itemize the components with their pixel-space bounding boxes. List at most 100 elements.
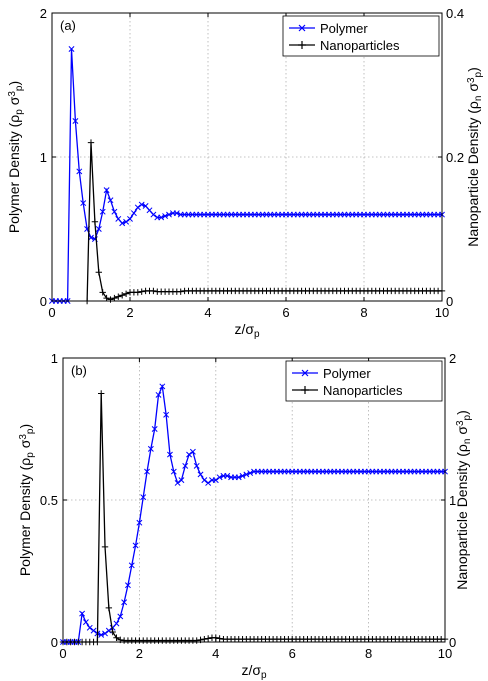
data-point: [201, 635, 208, 643]
data-point: [105, 604, 113, 612]
legend-marker: [298, 24, 306, 32]
legend-marker: [298, 41, 306, 49]
panel-label: (a): [60, 18, 76, 33]
data-point: [189, 448, 196, 455]
data-point: [134, 289, 141, 296]
label-subscript: n: [462, 439, 473, 445]
label-text: Nanoparticle Density (ρ: [465, 101, 481, 247]
label-subscript: p: [14, 85, 25, 91]
label-text: σ: [454, 426, 470, 439]
data-point: [177, 288, 184, 295]
data-point: [127, 215, 133, 222]
data-point: [123, 218, 130, 225]
x-tick-label: 0: [59, 646, 66, 661]
data-point: [162, 213, 169, 219]
data-point: [151, 426, 158, 432]
legend-box: [282, 15, 440, 57]
y-axis-label-right: Nanoparticle Density (ρn σ3p): [454, 410, 473, 590]
plot-area: [63, 358, 445, 642]
label-superscript: 3: [18, 434, 29, 440]
y-tick-label-right: 0: [446, 294, 453, 309]
data-point: [102, 630, 108, 637]
data-point: [201, 477, 208, 484]
x-tick-label: 2: [126, 305, 133, 320]
x-tick-label: 2: [136, 646, 143, 661]
data-point: [103, 187, 110, 194]
data-point: [124, 582, 131, 589]
y-axis-label-left: Polymer Density (ρp σ3p): [17, 424, 36, 576]
data-point: [224, 472, 231, 479]
data-point: [167, 451, 173, 458]
label-superscript: 3: [7, 91, 18, 97]
series-nanoparticles: [59, 390, 449, 646]
data-point: [98, 390, 105, 397]
data-point: [140, 494, 147, 501]
data-point: [119, 292, 126, 299]
legend-marker: [301, 386, 309, 394]
label-subscript: p: [462, 414, 473, 420]
label-superscript: 3: [455, 420, 466, 426]
legend: Polymer Nanoparticles: [282, 15, 440, 57]
data-point: [128, 562, 135, 569]
x-tick-label: 6: [282, 305, 289, 320]
legend-box: [285, 360, 443, 402]
data-point: [144, 468, 150, 475]
label-subscript: n: [473, 96, 484, 102]
data-point: [138, 288, 145, 295]
data-point: [163, 411, 170, 418]
data-point: [122, 290, 130, 297]
data-point: [86, 624, 93, 631]
label-text: Nanoparticle Density (ρ: [454, 444, 470, 590]
data-point: [95, 226, 102, 232]
y-tick-label-left: 0.5: [40, 493, 58, 508]
data-point: [109, 628, 116, 636]
data-point: [76, 168, 83, 175]
legend-marker: [301, 369, 309, 377]
data-point: [99, 289, 106, 296]
x-tick-label: 10: [435, 305, 449, 320]
y-tick-label-left: 2: [40, 6, 47, 21]
data-point: [178, 477, 185, 484]
data-point: [107, 197, 114, 204]
label-text: ): [6, 81, 22, 86]
x-axis-label: z/σp: [234, 321, 260, 340]
data-point: [113, 634, 120, 641]
x-tick-label: 0: [48, 305, 55, 320]
x-tick-label: 10: [438, 646, 452, 661]
y-tick-label-right: 1: [449, 493, 456, 508]
label-text: Polymer Density (ρ: [17, 458, 33, 576]
data-point: [170, 468, 177, 475]
x-tick-label: 8: [365, 646, 372, 661]
data-point: [80, 200, 87, 207]
y-tick-label-left: 0: [40, 294, 47, 309]
label-subscript: p: [25, 428, 36, 434]
data-point: [150, 287, 157, 295]
data-point: [235, 474, 242, 481]
label-text: ): [454, 410, 470, 415]
y-tick-label-left: 1: [40, 150, 47, 165]
label-text: ): [17, 424, 33, 429]
label-superscript: 3: [466, 77, 477, 83]
series-polymer: [49, 46, 445, 304]
data-point: [72, 118, 79, 124]
legend-item-nanoparticles: Nanoparticles: [289, 38, 400, 53]
data-point: [113, 620, 120, 627]
x-tick-label: 4: [204, 305, 211, 320]
data-point: [107, 296, 114, 303]
panel-label: (b): [71, 363, 87, 378]
data-point: [216, 635, 223, 642]
data-point: [147, 445, 154, 452]
data-point: [138, 201, 145, 208]
data-point: [111, 208, 118, 215]
data-point: [103, 294, 110, 302]
data-point: [91, 218, 99, 225]
y-axis-label-left: Polymer Density (ρp σ3p): [6, 81, 25, 233]
data-point: [115, 293, 122, 300]
data-point: [117, 613, 124, 620]
label-subscript: p: [473, 71, 484, 77]
data-point: [243, 471, 250, 478]
label-text: ): [465, 67, 481, 72]
data-point: [247, 470, 254, 476]
